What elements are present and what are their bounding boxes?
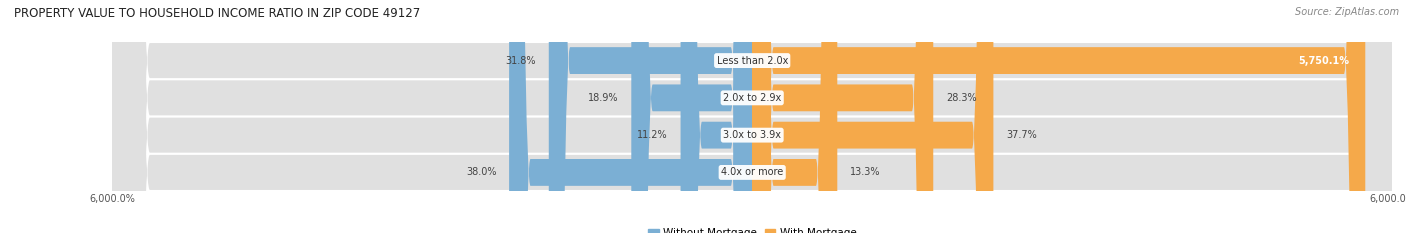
FancyBboxPatch shape — [112, 0, 1392, 233]
Text: 31.8%: 31.8% — [506, 56, 536, 65]
Text: 3.0x to 3.9x: 3.0x to 3.9x — [723, 130, 782, 140]
Text: 38.0%: 38.0% — [465, 168, 496, 177]
FancyBboxPatch shape — [112, 0, 1392, 233]
Text: 5,750.1%: 5,750.1% — [1298, 56, 1350, 65]
FancyBboxPatch shape — [752, 0, 934, 233]
FancyBboxPatch shape — [548, 0, 752, 233]
Text: Source: ZipAtlas.com: Source: ZipAtlas.com — [1295, 7, 1399, 17]
Text: 37.7%: 37.7% — [1007, 130, 1038, 140]
Text: 13.3%: 13.3% — [851, 168, 880, 177]
Text: 4.0x or more: 4.0x or more — [721, 168, 783, 177]
FancyBboxPatch shape — [112, 0, 1392, 233]
FancyBboxPatch shape — [112, 0, 1392, 233]
Text: Less than 2.0x: Less than 2.0x — [717, 56, 787, 65]
Text: PROPERTY VALUE TO HOUSEHOLD INCOME RATIO IN ZIP CODE 49127: PROPERTY VALUE TO HOUSEHOLD INCOME RATIO… — [14, 7, 420, 20]
FancyBboxPatch shape — [681, 0, 752, 233]
FancyBboxPatch shape — [509, 0, 752, 233]
FancyBboxPatch shape — [752, 0, 994, 233]
FancyBboxPatch shape — [631, 0, 752, 233]
Legend: Without Mortgage, With Mortgage: Without Mortgage, With Mortgage — [644, 224, 860, 233]
Text: 2.0x to 2.9x: 2.0x to 2.9x — [723, 93, 782, 103]
FancyBboxPatch shape — [752, 0, 1365, 233]
FancyBboxPatch shape — [752, 0, 838, 233]
Text: 28.3%: 28.3% — [946, 93, 977, 103]
Text: 18.9%: 18.9% — [588, 93, 619, 103]
Text: 11.2%: 11.2% — [637, 130, 668, 140]
